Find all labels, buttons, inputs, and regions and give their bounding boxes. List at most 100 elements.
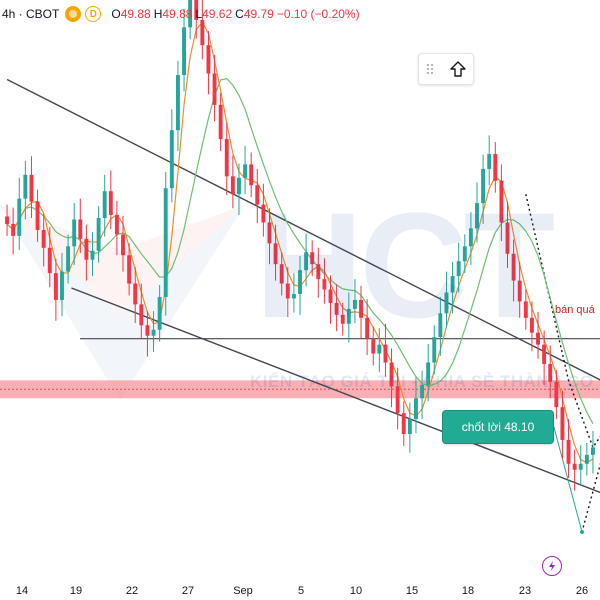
candle-body bbox=[365, 317, 370, 339]
candle-body bbox=[517, 280, 522, 302]
candle-body bbox=[566, 439, 571, 464]
candle-body bbox=[224, 139, 229, 177]
symbol-title[interactable]: 4h · CBOT bbox=[2, 7, 60, 21]
x-tick-label: 10 bbox=[350, 585, 362, 597]
candle-body bbox=[230, 176, 235, 195]
candle-body bbox=[438, 313, 443, 338]
candle-body bbox=[261, 204, 266, 223]
close-label: C bbox=[235, 7, 244, 21]
high-label: H bbox=[153, 7, 163, 21]
candle-body bbox=[151, 329, 156, 336]
candle-body bbox=[334, 302, 339, 315]
candle-body bbox=[420, 384, 425, 399]
candle-body bbox=[237, 177, 241, 195]
candle-body bbox=[206, 45, 211, 74]
low-label: L bbox=[195, 7, 203, 21]
candle-body bbox=[389, 362, 394, 387]
candle-body bbox=[90, 250, 95, 260]
open-label: O bbox=[111, 7, 121, 21]
candle-body bbox=[175, 75, 180, 131]
candle-body bbox=[426, 362, 431, 385]
resistance-zone bbox=[0, 380, 600, 399]
x-tick-label: 15 bbox=[406, 585, 418, 597]
candles bbox=[5, 0, 595, 491]
candle-body bbox=[401, 413, 406, 434]
change-value: −0.10 (−0.20%) bbox=[276, 7, 360, 21]
candle-body bbox=[371, 338, 376, 354]
time-axis: 14 19 22 27 Sep 5 10 15 18 23 26 bbox=[16, 585, 588, 597]
candle-body bbox=[114, 215, 119, 235]
candle-body bbox=[456, 261, 461, 277]
candle-body bbox=[383, 344, 388, 363]
candle-body bbox=[590, 447, 595, 455]
candle-body bbox=[322, 279, 327, 290]
candle-body bbox=[493, 153, 498, 181]
candle-body bbox=[359, 299, 363, 318]
callout-pointer bbox=[551, 419, 583, 533]
candle-body bbox=[273, 243, 278, 265]
candle-body bbox=[139, 304, 144, 326]
watermark-tagline: KIẾN TẠO GIÁ TRỊ - CHIA SẺ THÀNH CÔ bbox=[250, 372, 594, 391]
candle-body bbox=[84, 238, 89, 260]
candle-body bbox=[487, 153, 492, 169]
candle-body bbox=[414, 398, 418, 420]
candle-body bbox=[163, 188, 168, 297]
flash-icon[interactable] bbox=[542, 556, 562, 576]
arrow-up-outline-icon[interactable] bbox=[447, 58, 469, 80]
candle-body bbox=[72, 219, 77, 247]
legend-ohlc: 4h · CBOT D O 49.88 H 49.88 L 49.62 C 49.79 … bbox=[0, 0, 363, 28]
candle-body bbox=[102, 191, 107, 219]
candle-body bbox=[194, 0, 199, 20]
callout-anchor bbox=[580, 529, 584, 534]
floating-drawing-toolbar[interactable] bbox=[418, 53, 474, 85]
candle-body bbox=[157, 296, 162, 330]
candle-body bbox=[188, 0, 193, 28]
candle-body bbox=[340, 314, 345, 324]
delayed-data-badge[interactable]: D bbox=[85, 6, 102, 22]
candle-body bbox=[511, 253, 516, 281]
candle-body bbox=[5, 216, 10, 224]
candle-body bbox=[108, 191, 113, 216]
candle-body bbox=[450, 276, 455, 293]
watermark-letters: HCT bbox=[255, 181, 555, 349]
take-profit-callout[interactable]: chốt lời 48.10 bbox=[442, 410, 554, 444]
drag-handle-icon[interactable] bbox=[423, 64, 437, 74]
candle-body bbox=[481, 168, 486, 204]
candle-body bbox=[584, 454, 589, 464]
market-status-icon[interactable] bbox=[65, 6, 82, 22]
candle-body bbox=[212, 73, 217, 105]
candle-body bbox=[304, 252, 309, 271]
candle-body bbox=[542, 344, 547, 364]
candle-body bbox=[291, 293, 296, 299]
candle-body bbox=[133, 283, 138, 305]
candle-body bbox=[548, 363, 553, 382]
candle-body bbox=[200, 19, 205, 46]
candle-body bbox=[29, 174, 34, 202]
candle-body bbox=[377, 344, 382, 354]
candle-body bbox=[17, 198, 22, 236]
candle-body bbox=[499, 180, 504, 223]
candle-body bbox=[121, 234, 125, 256]
candle-body bbox=[35, 201, 40, 230]
candle-body bbox=[310, 252, 315, 265]
channel-upper-line bbox=[6, 78, 600, 381]
candle-body bbox=[578, 463, 583, 470]
candle-body bbox=[572, 463, 577, 470]
x-tick-label: 5 bbox=[298, 585, 304, 597]
x-tick-label: 18 bbox=[462, 585, 474, 597]
watermark-diamond-shape bbox=[0, 205, 245, 400]
candle-body bbox=[298, 270, 302, 294]
candle-body bbox=[475, 203, 479, 229]
candle-body bbox=[182, 27, 186, 76]
candle-body bbox=[316, 264, 321, 280]
candle-body bbox=[267, 222, 272, 244]
candle-body bbox=[169, 130, 174, 189]
candle-body bbox=[218, 104, 223, 140]
x-tick-label: Sep bbox=[233, 585, 253, 597]
candle-body bbox=[346, 308, 351, 324]
candle-body bbox=[255, 185, 260, 205]
candle-body bbox=[249, 164, 254, 186]
candle-body bbox=[523, 301, 528, 318]
x-tick-label: 27 bbox=[182, 585, 194, 597]
